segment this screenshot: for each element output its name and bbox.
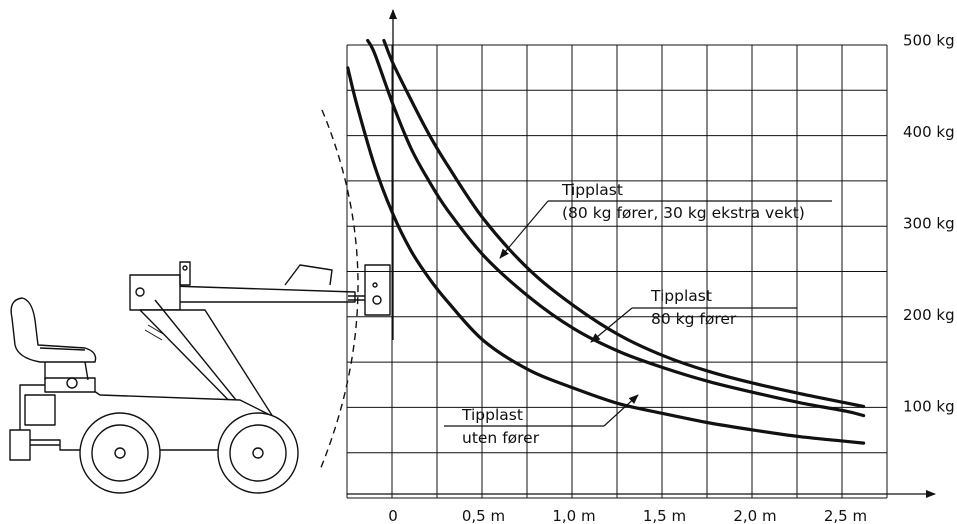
annotation-line-1: Tipplast — [461, 406, 523, 424]
x-tick-label: 1,5 m — [643, 507, 686, 524]
rear-wheel-icon — [79, 412, 161, 494]
annotation-leader — [603, 394, 639, 427]
axes — [347, 9, 936, 498]
y-tick-label: 400 kg — [903, 123, 955, 141]
annotation-1: Tipplast (80 kg fører, 30 kg ekstra vekt) — [499, 181, 832, 259]
y-tick-label: 200 kg — [903, 306, 955, 324]
annotation-line-2: uten fører — [462, 429, 540, 447]
x-tick-labels: 0 0,5 m 1,0 m 1,5 m 2,0 m 2,5 m — [388, 507, 867, 524]
load-curve-1 — [382, 38, 866, 409]
x-tick-label: 2,5 m — [824, 507, 867, 524]
reach-arc — [319, 109, 359, 471]
load-curve-3 — [346, 66, 866, 445]
x-tick-label: 0,5 m — [462, 507, 505, 524]
grid — [346, 44, 888, 499]
curve-annotations: Tipplast (80 kg fører, 30 kg ekstra vekt)… — [444, 181, 832, 447]
annotation-line-2: 80 kg fører — [651, 310, 737, 328]
annotation-leader — [590, 307, 633, 343]
annotation-line-2: (80 kg fører, 30 kg ekstra vekt) — [562, 204, 805, 222]
operator-seat — [10, 297, 97, 363]
x-tick-label: 2,0 m — [733, 507, 776, 524]
annotation-3: Tipplast uten fører — [444, 394, 639, 447]
x-tick-label: 0 — [388, 507, 398, 524]
load-curve-2 — [366, 38, 866, 418]
annotation-line-1: Tipplast — [561, 181, 623, 199]
x-tick-label: 1,0 m — [552, 507, 595, 524]
attachment-plate — [364, 264, 391, 316]
load-curves — [346, 38, 866, 445]
y-tick-labels: 100 kg 200 kg 300 kg 400 kg 500 kg — [903, 32, 955, 416]
y-tick-label: 500 kg — [903, 32, 955, 50]
y-tick-label: 100 kg — [903, 398, 955, 416]
annotation-line-1: Tipplast — [650, 287, 712, 305]
annotation-2: Tipplast 80 kg fører — [590, 287, 797, 343]
front-wheel-icon — [217, 412, 299, 494]
loader-machine-illustration — [9, 109, 391, 494]
y-tick-label: 300 kg — [903, 215, 955, 233]
annotation-leader — [499, 200, 549, 259]
